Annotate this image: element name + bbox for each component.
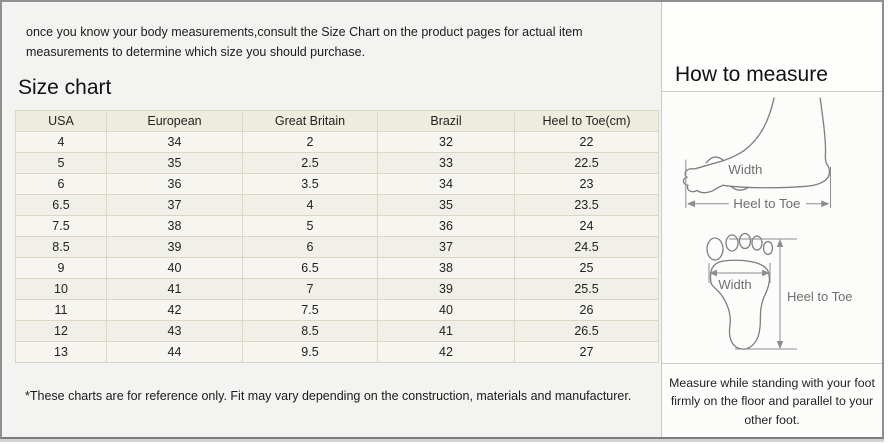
table-head: USA European Great Britain Brazil Heel to To… xyxy=(15,110,659,132)
table-cell: 24 xyxy=(514,215,659,237)
table-cell: 23.5 xyxy=(514,194,659,216)
table-cell: 43 xyxy=(106,320,243,342)
table-row: 7.5 38 5 36 24 xyxy=(15,215,659,237)
table-cell: 25 xyxy=(514,257,659,279)
column-header: Brazil xyxy=(377,110,515,132)
table-cell: 25.5 xyxy=(514,278,659,300)
table-cell: 5 xyxy=(242,215,378,237)
table-cell: 8.5 xyxy=(242,320,378,342)
table-cell: 44 xyxy=(106,341,243,363)
reference-footnote: *These charts are for reference only. Fi… xyxy=(25,389,632,403)
size-chart-title: Size chart xyxy=(18,76,112,99)
table-cell: 33 xyxy=(377,152,515,174)
table-cell: 37 xyxy=(377,236,515,258)
table-cell: 39 xyxy=(377,278,515,300)
table-cell: 8.5 xyxy=(15,236,107,258)
table-cell: 42 xyxy=(106,299,243,321)
side-width-label: Width xyxy=(728,162,762,177)
table-header-row: USA European Great Britain Brazil Heel to To… xyxy=(15,110,659,132)
table-cell: 7.5 xyxy=(242,299,378,321)
table-cell: 7 xyxy=(242,278,378,300)
table-cell: 26.5 xyxy=(514,320,659,342)
measurement-note: Measure while standing with your foot fi… xyxy=(662,362,882,437)
table-cell: 35 xyxy=(106,152,243,174)
table-cell: 12 xyxy=(15,320,107,342)
table-cell: 6 xyxy=(242,236,378,258)
table-cell: 9.5 xyxy=(242,341,378,363)
table-cell: 27 xyxy=(514,341,659,363)
table-row: 11 42 7.5 40 26 xyxy=(15,299,659,321)
table-row: 12 43 8.5 41 26.5 xyxy=(15,320,659,342)
measurement-diagrams: Width Heel to Toe Width xyxy=(662,92,882,363)
column-header: Great Britain xyxy=(242,110,378,132)
table-cell: 34 xyxy=(106,131,243,153)
table-cell: 6.5 xyxy=(242,257,378,279)
size-chart-table: USA European Great Britain Brazil Heel to To… xyxy=(15,110,659,363)
table-cell: 11 xyxy=(15,299,107,321)
how-to-measure-title: How to measure xyxy=(675,62,828,86)
column-header: Heel to Toe(cm) xyxy=(514,110,659,132)
table-cell: 41 xyxy=(106,278,243,300)
table-cell: 24.5 xyxy=(514,236,659,258)
foot-side-view-diagram: Width Heel to Toe xyxy=(682,97,831,211)
table-cell: 38 xyxy=(106,215,243,237)
table-cell: 6.5 xyxy=(15,194,107,216)
table-row: 4 34 2 32 22 xyxy=(15,131,659,153)
intro-text: once you know your body measurements,con… xyxy=(26,25,583,59)
table-cell: 39 xyxy=(106,236,243,258)
side-heel-to-toe-label: Heel to Toe xyxy=(733,196,800,211)
table-cell: 22 xyxy=(514,131,659,153)
table-cell: 23 xyxy=(514,173,659,195)
table-cell: 10 xyxy=(15,278,107,300)
table-cell: 42 xyxy=(377,341,515,363)
top-heel-to-toe-label: Heel to Toe xyxy=(787,289,853,304)
how-to-measure-section: How to measure xyxy=(661,2,882,437)
table-row: 9 40 6.5 38 25 xyxy=(15,257,659,279)
table-cell: 22.5 xyxy=(514,152,659,174)
table-cell: 36 xyxy=(377,215,515,237)
table-cell: 3.5 xyxy=(242,173,378,195)
top-width-label: Width xyxy=(718,277,751,292)
table-cell: 32 xyxy=(377,131,515,153)
table-cell: 37 xyxy=(106,194,243,216)
table-cell: 13 xyxy=(15,341,107,363)
column-header: USA xyxy=(15,110,107,132)
table-cell: 26 xyxy=(514,299,659,321)
table-cell: 2 xyxy=(242,131,378,153)
table-row: 5 35 2.5 33 22.5 xyxy=(15,152,659,174)
table-row: 6 36 3.5 34 23 xyxy=(15,173,659,195)
table-cell: 6 xyxy=(15,173,107,195)
size-chart-section: once you know your body measurements,con… xyxy=(2,2,661,437)
table-cell: 35 xyxy=(377,194,515,216)
table-cell: 40 xyxy=(106,257,243,279)
column-header: European xyxy=(106,110,243,132)
table-cell: 41 xyxy=(377,320,515,342)
table-cell: 2.5 xyxy=(242,152,378,174)
table-cell: 34 xyxy=(377,173,515,195)
table-cell: 4 xyxy=(15,131,107,153)
table-body: 4 34 2 32 22 5 35 2.5 33 22.5 6 36 3.5 34 23 6.5 37 4 35 23… xyxy=(15,131,659,363)
table-cell: 4 xyxy=(242,194,378,216)
table-cell: 36 xyxy=(106,173,243,195)
table-cell: 7.5 xyxy=(15,215,107,237)
table-cell: 5 xyxy=(15,152,107,174)
table-cell: 9 xyxy=(15,257,107,279)
table-row: 8.5 39 6 37 24.5 xyxy=(15,236,659,258)
table-row: 13 44 9.5 42 27 xyxy=(15,341,659,363)
table-row: 10 41 7 39 25.5 xyxy=(15,278,659,300)
table-row: 6.5 37 4 35 23.5 xyxy=(15,194,659,216)
foot-top-view-diagram: Width Heel to Toe xyxy=(705,232,853,350)
how-to-measure-header: How to measure xyxy=(662,2,882,92)
table-cell: 40 xyxy=(377,299,515,321)
table-cell: 38 xyxy=(377,257,515,279)
